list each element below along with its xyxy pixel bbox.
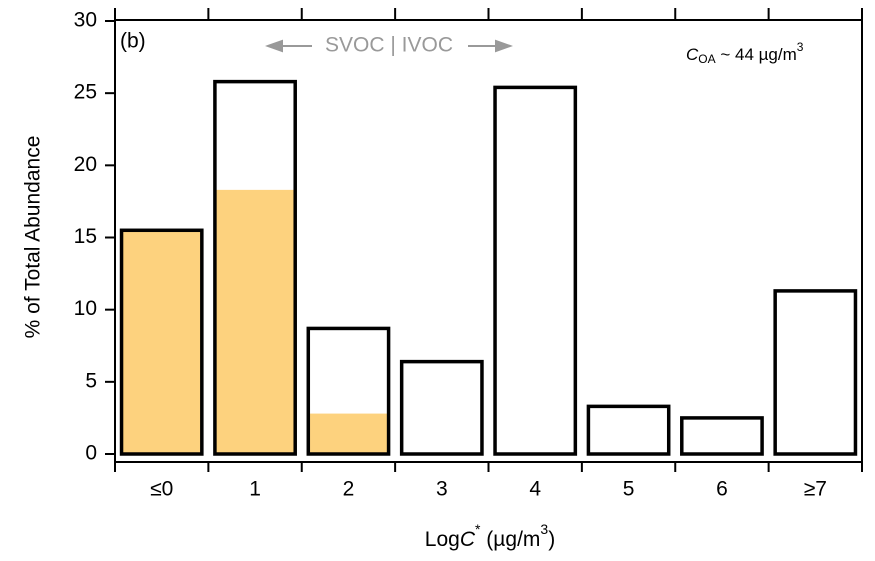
x-label-part: ) (548, 528, 555, 551)
total-bar (773, 289, 858, 456)
volatility-arrows (265, 39, 513, 53)
x-label-part: C (460, 528, 476, 551)
y-tick-label: 25 (74, 81, 97, 104)
y-tick-label: 5 (85, 369, 97, 392)
x-axis-label: LogC* (µg/m3) (425, 521, 555, 551)
particle-bar (121, 230, 202, 454)
annotation-part: OA (698, 52, 715, 66)
concentration-annotation: COA ~ 44 µg/m3 (686, 40, 804, 66)
total-bar (586, 404, 671, 456)
annotation-part: 3 (797, 40, 804, 54)
total-bar (680, 416, 764, 456)
particle-bar (308, 413, 389, 454)
total-bar (213, 79, 297, 456)
y-tick-label: 30 (74, 9, 97, 32)
x-tick-label: 5 (623, 478, 635, 501)
annotation-part: ~ 44 µg/m (716, 45, 797, 64)
total-bar (493, 85, 578, 456)
panel-label: (b) (120, 30, 146, 53)
x-tick-label: 3 (436, 478, 448, 501)
y-tick-label: 10 (74, 297, 97, 320)
particle-bar (214, 189, 296, 454)
y-axis-label: % of Total Abundance (22, 136, 45, 339)
annotation-part: C (686, 45, 699, 64)
volatility-annotation: SVOC | IVOC (325, 34, 453, 57)
x-tick-label: ≤0 (150, 478, 173, 501)
y-tick-label: 0 (85, 442, 97, 465)
x-tick-label: 2 (343, 478, 355, 501)
total-bar (399, 359, 484, 456)
y-tick-label: 20 (74, 153, 97, 176)
x-label-part: * (475, 521, 481, 537)
x-label-part: (µg/m (480, 528, 540, 551)
total-bar (119, 228, 204, 456)
x-tick-label: 4 (529, 478, 541, 501)
y-tick-label: 15 (74, 225, 97, 248)
x-label-part: Log (425, 528, 460, 551)
x-tick-label: 6 (716, 478, 728, 501)
x-label-part: 3 (540, 521, 548, 537)
x-tick-label: 1 (249, 478, 261, 501)
x-tick-label: ≥7 (804, 478, 827, 501)
total-bar (306, 326, 391, 456)
